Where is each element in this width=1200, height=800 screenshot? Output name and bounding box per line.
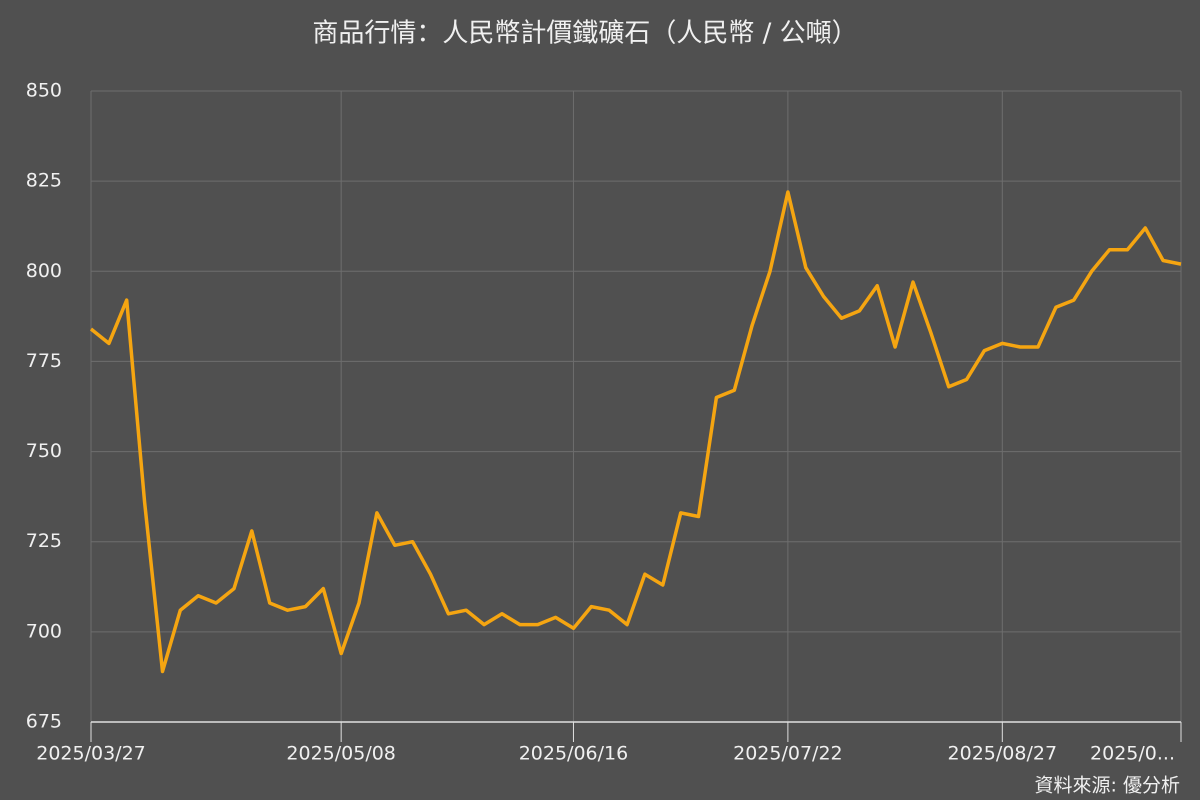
line-series [89, 190, 1182, 674]
y-tick-label: 775 [26, 350, 62, 372]
y-tick-label: 725 [26, 530, 62, 552]
y-tick-label: 750 [26, 440, 62, 462]
y-tick-label: 800 [26, 260, 62, 282]
x-tick-label: 2025/08/27 [948, 743, 1058, 765]
y-tick-label: 675 [26, 711, 62, 733]
x-tick-label: 2025/03/27 [36, 743, 146, 765]
chart-title: 商品行情：人民幣計價鐵礦石（人民幣 / 公噸） [312, 19, 857, 49]
y-tick-label: 825 [26, 170, 62, 192]
x-tick-label: 2025/07/22 [733, 743, 843, 765]
y-tick-label: 700 [26, 620, 62, 642]
x-tick-label: 2025/0... [1090, 743, 1175, 765]
y-tick-label: 850 [26, 80, 62, 102]
x-tick-label: 2025/06/16 [519, 743, 629, 765]
x-tick-label: 2025/05/08 [286, 743, 396, 765]
source-note: 資料來源: 優分析 [1035, 775, 1180, 797]
